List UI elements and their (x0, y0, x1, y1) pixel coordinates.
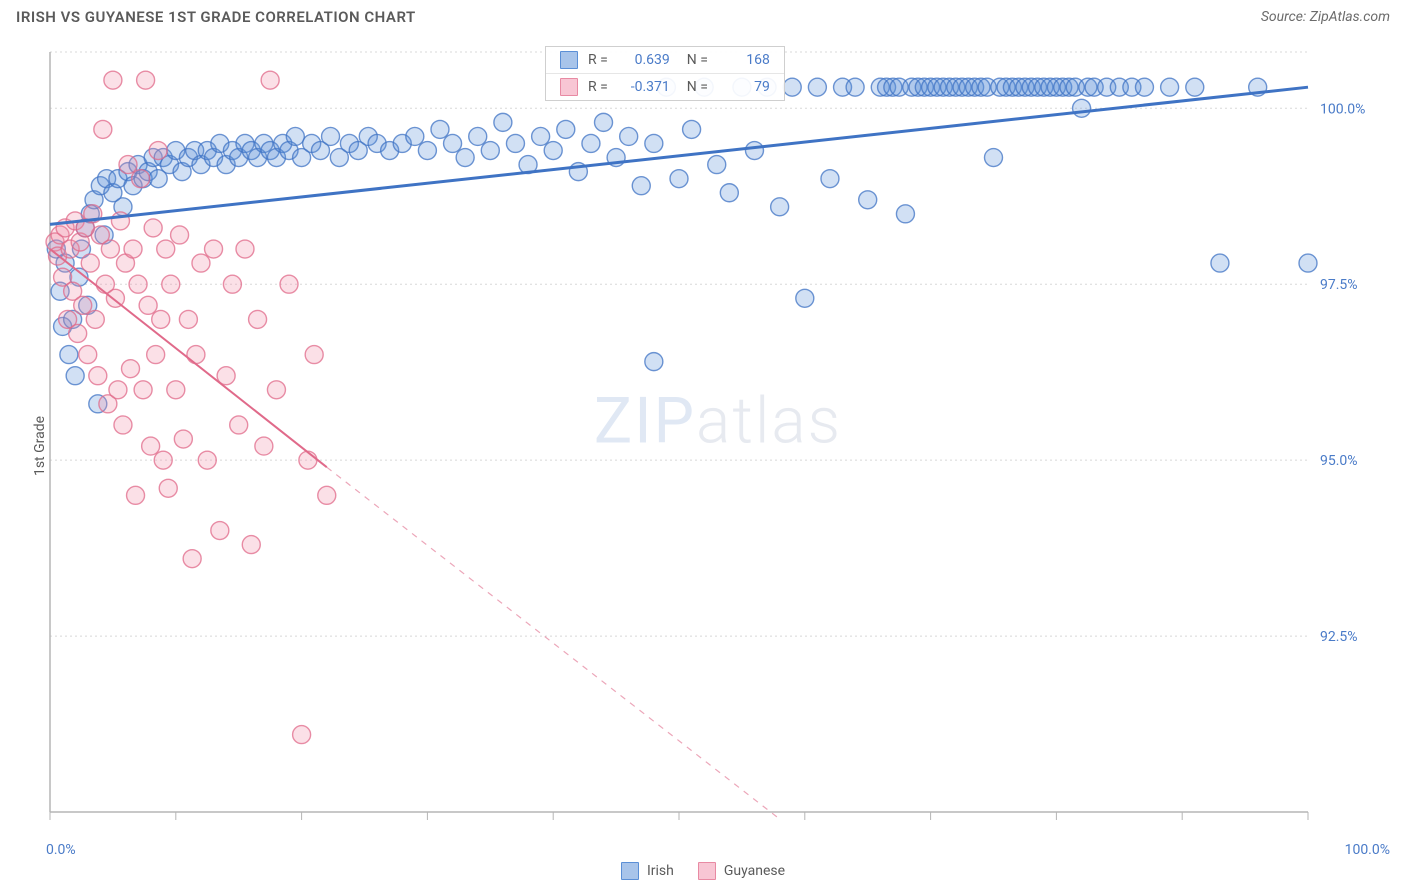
n-value: 168 (718, 52, 770, 68)
svg-text:92.5%: 92.5% (1320, 629, 1358, 645)
legend-swatch (560, 51, 578, 69)
legend-swatch (621, 862, 639, 880)
n-label: N = (680, 52, 708, 68)
bottom-legend: Irish Guyanese (0, 862, 1406, 880)
svg-text:100.0%: 100.0% (1320, 101, 1365, 117)
svg-text:95.0%: 95.0% (1320, 453, 1358, 469)
x-min-label: 0.0% (46, 842, 76, 858)
legend-item: Guyanese (698, 862, 785, 880)
legend-item: Irish (621, 862, 674, 880)
r-value: 0.639 (618, 52, 670, 68)
source-label: Source: ZipAtlas.com (1261, 9, 1390, 25)
n-label: N = (680, 79, 708, 95)
scatter-plot: 92.5% 95.0% 97.5% 100.0% (42, 42, 1394, 832)
stats-row: R = 0.639 N = 168 (546, 47, 784, 74)
legend-label: Irish (647, 863, 674, 879)
chart-area: 92.5%95.0%97.5%100.0% ZIPatlas (42, 42, 1394, 832)
legend-swatch (560, 78, 578, 96)
stats-row: R = -0.371 N = 79 (546, 74, 784, 100)
n-value: 79 (718, 79, 770, 95)
x-max-label: 100.0% (1345, 842, 1390, 858)
x-range-labels: 0.0% 100.0% (42, 842, 1394, 858)
svg-text:97.5%: 97.5% (1320, 277, 1358, 293)
stats-legend-box: R = 0.639 N = 168 R = -0.371 N = 79 (545, 46, 785, 101)
r-value: -0.371 (618, 79, 670, 95)
legend-swatch (698, 862, 716, 880)
r-label: R = (588, 52, 608, 68)
header: IRISH VS GUYANESE 1ST GRADE CORRELATION … (0, 0, 1406, 30)
r-label: R = (588, 79, 608, 95)
chart-title: IRISH VS GUYANESE 1ST GRADE CORRELATION … (16, 8, 416, 26)
legend-label: Guyanese (724, 863, 785, 879)
